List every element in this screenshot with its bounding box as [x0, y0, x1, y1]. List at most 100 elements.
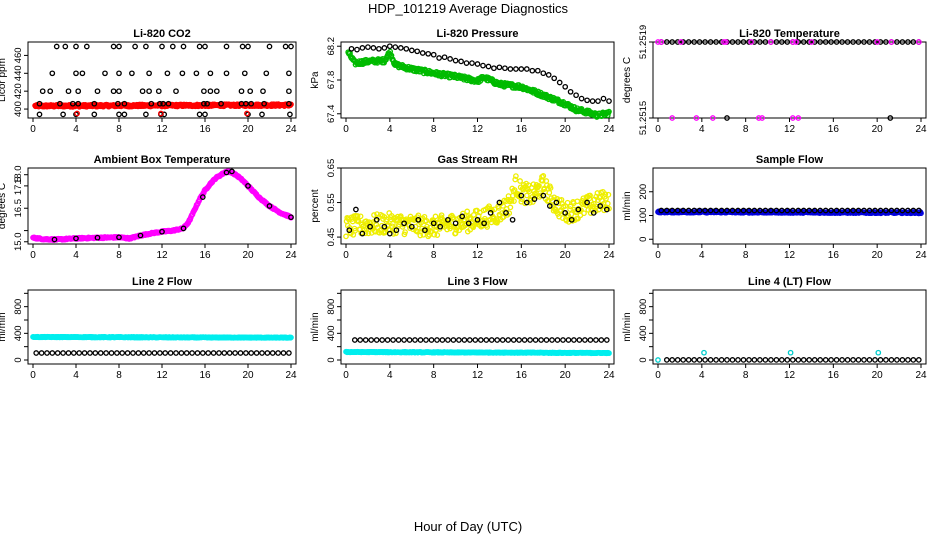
- data-point: [757, 357, 763, 363]
- data-point: [458, 58, 464, 65]
- data-point: [855, 357, 862, 363]
- data-point: [789, 115, 796, 121]
- data-point: [866, 207, 873, 214]
- data-point: [822, 39, 829, 45]
- data-point: [428, 228, 435, 235]
- data-point: [348, 45, 355, 52]
- x-tick-label: 16: [828, 124, 840, 135]
- data-point: [376, 45, 382, 52]
- data-point: [839, 207, 845, 214]
- data-point: [669, 357, 676, 363]
- data-point: [157, 350, 163, 356]
- x-tick-label: 12: [156, 124, 168, 135]
- data-point: [855, 39, 862, 45]
- x-tick-label: 16: [199, 124, 211, 135]
- data-point: [806, 39, 813, 45]
- data-point: [696, 207, 703, 214]
- data-point: [343, 233, 349, 240]
- data-point: [518, 192, 525, 199]
- x-tick-label: 0: [655, 250, 661, 261]
- data-point: [116, 88, 122, 95]
- data-point: [872, 357, 878, 363]
- data-point: [194, 350, 201, 356]
- data-point: [140, 350, 147, 356]
- data-point: [839, 39, 845, 45]
- y-tick-label: 18.0: [13, 165, 24, 184]
- data-point: [70, 350, 77, 356]
- data-point: [604, 200, 611, 207]
- data-point: [511, 198, 517, 204]
- data-point: [487, 210, 494, 216]
- data-point: [73, 43, 79, 50]
- data-point: [513, 173, 519, 179]
- data-point: [899, 357, 906, 363]
- data-point: [196, 111, 203, 118]
- data-point: [789, 39, 796, 45]
- panel-li-820-co2: Li-820 CO2 Licor ppm 0 4 8 12 16 20 24 400 420 440 4…: [0, 28, 297, 135]
- x-tick-label: 24: [603, 250, 615, 261]
- data-point: [346, 227, 353, 234]
- panel-title: Ambient Box Temperature: [94, 154, 231, 166]
- data-point: [260, 88, 266, 95]
- data-point: [445, 337, 451, 343]
- data-point: [720, 39, 727, 45]
- data-point: [102, 70, 108, 77]
- data-point: [417, 232, 424, 239]
- data-point: [844, 207, 851, 214]
- data-point: [248, 100, 255, 107]
- data-point: [83, 43, 90, 50]
- data-point: [189, 350, 195, 356]
- data-point: [537, 192, 544, 199]
- data-point: [691, 357, 698, 363]
- data-point: [116, 70, 122, 77]
- data-point: [397, 45, 404, 51]
- x-tick-label: 20: [872, 370, 884, 381]
- data-point: [201, 100, 207, 107]
- x-tick-label: 16: [516, 370, 528, 381]
- data-point: [36, 100, 43, 107]
- data-point: [210, 350, 217, 356]
- data-point: [261, 100, 267, 107]
- data-point: [373, 216, 380, 223]
- data-point: [53, 43, 60, 50]
- x-tick-label: 20: [872, 250, 884, 261]
- data-point: [151, 350, 158, 356]
- data-point: [778, 39, 785, 45]
- x-tick-label: 12: [472, 250, 484, 261]
- data-point: [778, 357, 785, 363]
- data-point: [75, 100, 82, 107]
- data-point: [403, 45, 410, 52]
- x-tick-label: 8: [116, 370, 122, 381]
- data-point: [196, 43, 203, 50]
- data-point: [784, 39, 791, 45]
- data-point: [259, 350, 265, 356]
- data-point: [817, 207, 824, 214]
- data-point: [822, 207, 829, 214]
- data-point: [603, 337, 610, 343]
- x-tick-label: 16: [199, 250, 211, 261]
- y-axis-label: Licor ppm: [0, 58, 8, 102]
- data-point: [390, 337, 396, 343]
- data-point: [707, 39, 714, 45]
- data-point: [491, 65, 497, 72]
- data-point: [173, 88, 179, 95]
- data-point: [414, 48, 421, 55]
- data-point: [287, 111, 293, 118]
- data-point: [549, 337, 555, 343]
- data-point: [367, 223, 373, 230]
- x-tick-label: 4: [73, 370, 79, 381]
- data-point: [115, 100, 121, 107]
- data-point: [286, 350, 292, 356]
- data-point: [506, 210, 513, 217]
- data-point: [143, 111, 149, 118]
- data-point: [201, 88, 207, 95]
- y-axis-label: percent: [310, 189, 321, 223]
- data-point: [422, 227, 428, 234]
- x-tick-label: 16: [828, 250, 840, 261]
- data-point: [718, 207, 725, 214]
- data-point: [381, 45, 388, 51]
- y-tick-label: 100: [638, 208, 649, 224]
- x-tick-label: 24: [603, 124, 615, 135]
- panel-title: Gas Stream RH: [437, 154, 517, 166]
- data-point: [894, 357, 900, 363]
